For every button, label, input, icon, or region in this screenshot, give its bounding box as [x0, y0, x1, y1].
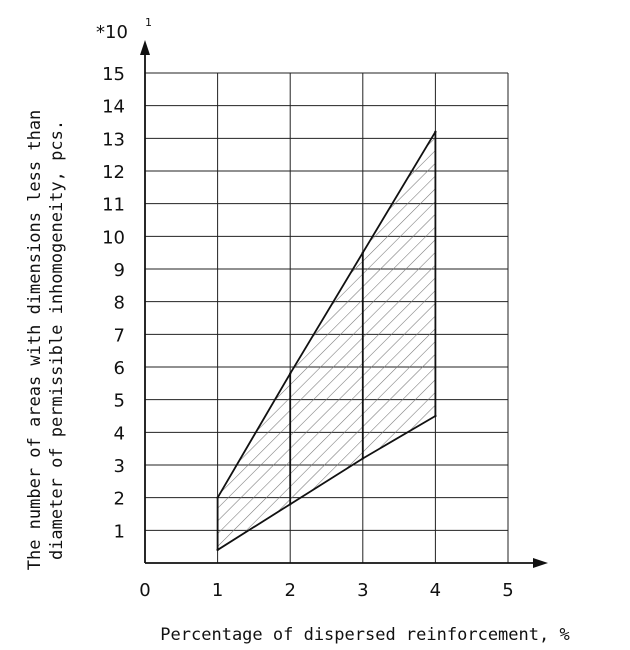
- x-tick-label: 1: [212, 580, 223, 601]
- hatched-area: [217, 131, 436, 550]
- y-axis-arrow: [140, 40, 150, 55]
- lower-point: [289, 503, 292, 506]
- x-tick-label: 4: [430, 580, 441, 601]
- x-axis-title: Percentage of dispersed reinforcement, %: [160, 625, 569, 645]
- x-tick-labels: 0 1 2 3 4 5: [139, 580, 513, 601]
- lower-point: [434, 414, 437, 418]
- axes: [140, 40, 548, 568]
- x-tick-label: 2: [284, 580, 295, 601]
- upper-point: [434, 130, 437, 133]
- lower-point: [216, 548, 219, 552]
- upper-point: [361, 251, 364, 254]
- hatched-region: [216, 130, 437, 552]
- y-tick-label: 8: [114, 293, 125, 314]
- y-tick-label: 10: [102, 227, 125, 248]
- lower-boundary-line: [217, 415, 436, 551]
- y-tick-label: 12: [102, 162, 125, 183]
- y-tick-label: 7: [114, 325, 125, 346]
- y-tick-label: 14: [102, 97, 125, 118]
- upper-boundary-line: [216, 131, 437, 499]
- lower-point: [361, 457, 364, 460]
- y-axis-title-line-2: diameter of permissible inhomogeneity, p…: [47, 120, 67, 560]
- upper-point: [216, 496, 219, 499]
- upper-point: [289, 372, 292, 375]
- y-tick-label: 9: [114, 260, 125, 281]
- x-tick-label: 5: [502, 580, 513, 601]
- x-tick-label: 0: [139, 580, 150, 601]
- y-tick-label: 13: [102, 129, 125, 150]
- x-axis-arrow: [533, 558, 548, 568]
- y-tick-label: 2: [114, 489, 125, 510]
- x-tick-label: 3: [357, 580, 368, 601]
- y-tick-label: 6: [114, 358, 125, 379]
- y-tick-label: 4: [114, 423, 125, 444]
- y-tick-label: 3: [114, 456, 125, 477]
- y-tick-label: 11: [102, 195, 125, 216]
- y-axis-title-line-1: The number of areas with dimensions less…: [25, 110, 45, 571]
- y-tick-label: 5: [114, 391, 125, 412]
- y-multiplier-exponent: 1: [145, 16, 152, 29]
- y-tick-label: 1: [114, 521, 125, 542]
- y-multiplier: *10: [96, 22, 128, 43]
- y-tick-label: 15: [102, 64, 125, 85]
